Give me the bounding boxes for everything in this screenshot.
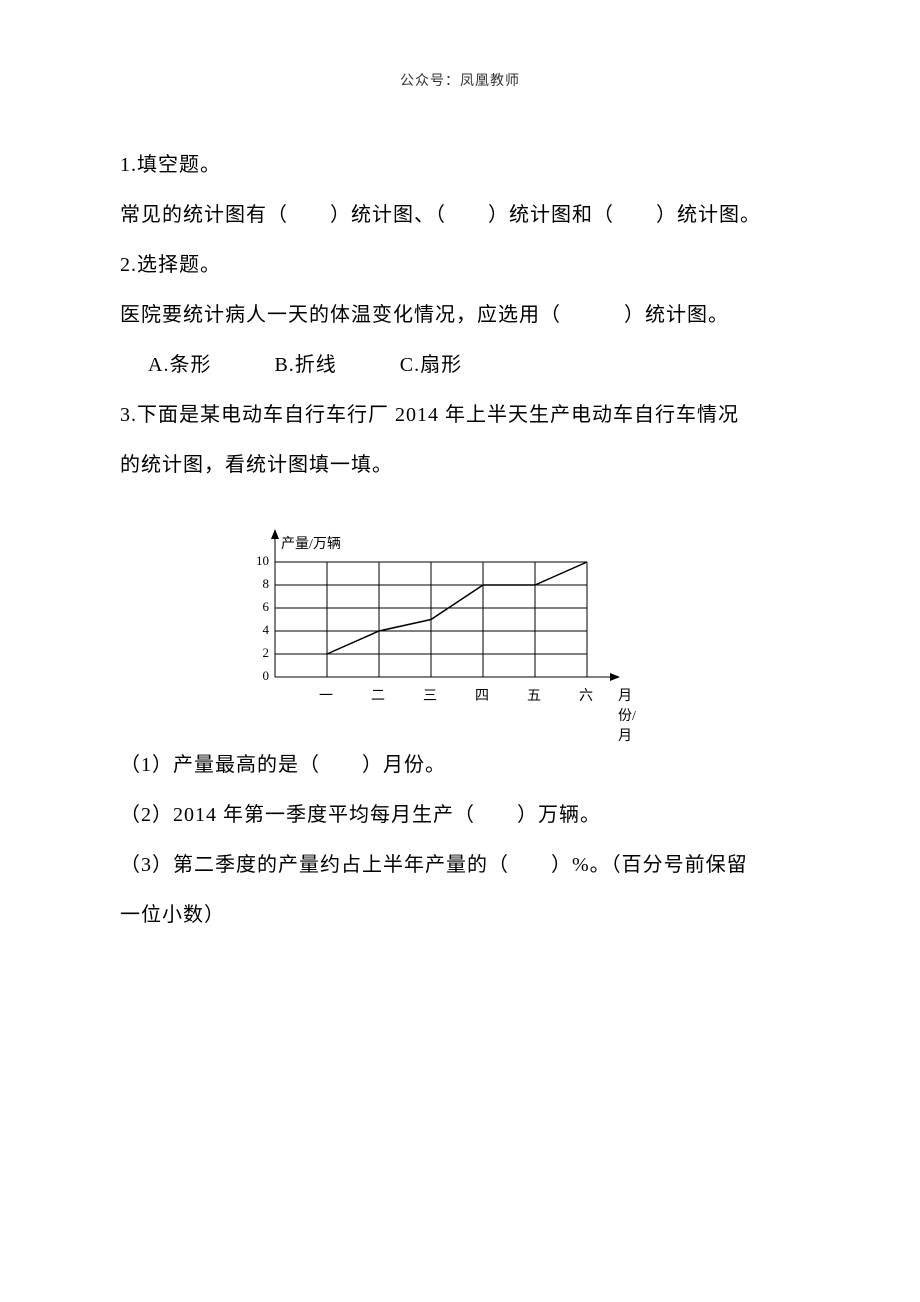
q1-blank-2[interactable] — [446, 204, 488, 226]
q3-sub3-line1: （3）第二季度的产量约占上半年产量的（ ）%。（百分号前保留 — [120, 840, 840, 890]
y-tick-label: 8 — [247, 576, 269, 592]
q2-options: A.条形 B.折线 C.扇形 — [120, 340, 840, 390]
q1-text: 常见的统计图有（ ）统计图、（ ）统计图和（ ）统计图。 — [120, 190, 840, 240]
q3-title-line1: 3.下面是某电动车自行车行厂 2014 年上半天生产电动车自行车情况 — [120, 390, 840, 440]
q2-option-c[interactable]: C.扇形 — [400, 354, 462, 376]
x-tick-label: 四 — [475, 685, 489, 705]
q1-text-p0: 常见的统计图有（ — [120, 204, 288, 226]
chart-box: 0246810产量/万辆一二三四五六月份/月 — [230, 502, 630, 722]
q1-blank-3[interactable] — [614, 204, 656, 226]
q1-text-p2: ）统计图和（ — [488, 204, 614, 226]
q1-text-p3: ）统计图。 — [656, 204, 761, 226]
q2-text: 医院要统计病人一天的体温变化情况，应选用（ ）统计图。 — [120, 290, 840, 340]
y-axis-label: 产量/万辆 — [281, 533, 341, 553]
q2-option-b[interactable]: B.折线 — [274, 354, 336, 376]
q1-blank-1[interactable] — [288, 204, 330, 226]
q3-sub1: （1）产量最高的是（ ）月份。 — [120, 740, 840, 790]
x-tick-label: 一 — [319, 685, 333, 705]
page-header: 公众号：凤凰教师 — [0, 0, 920, 140]
y-tick-label: 0 — [247, 668, 269, 684]
q3-sub1-p0: （1）产量最高的是（ — [120, 754, 320, 776]
q2-text-p1: ）统计图。 — [624, 304, 729, 326]
q2-title: 2.选择题。 — [120, 240, 840, 290]
q3-sub3-p1: ）%。（百分号前保留 — [551, 854, 748, 876]
x-axis-label: 月份/月 — [618, 685, 636, 745]
x-tick-label: 二 — [371, 685, 385, 705]
x-tick-label: 五 — [527, 685, 541, 705]
q3-sub2: （2）2014 年第一季度平均每月生产（ ）万辆。 — [120, 790, 840, 840]
q2-option-a[interactable]: A.条形 — [148, 354, 211, 376]
q3-title-line2: 的统计图，看统计图填一填。 — [120, 440, 840, 490]
q3-sub2-blank[interactable] — [475, 804, 517, 826]
q3-sub3-p0: （3）第二季度的产量约占上半年产量的（ — [120, 854, 509, 876]
q3-sub1-p1: ）月份。 — [362, 754, 446, 776]
q2-blank[interactable] — [561, 304, 624, 326]
q3-sub2-p1: ）万辆。 — [517, 804, 601, 826]
q3-sub3-line2: 一位小数） — [120, 890, 840, 940]
y-tick-label: 4 — [247, 622, 269, 638]
q3-sub1-blank[interactable] — [320, 754, 362, 776]
x-tick-label: 六 — [579, 685, 593, 705]
q3-sub3-blank[interactable] — [509, 854, 551, 876]
q1-text-p1: ）统计图、（ — [330, 204, 446, 226]
y-tick-label: 2 — [247, 645, 269, 661]
content-area: 1.填空题。 常见的统计图有（ ）统计图、（ ）统计图和（ ）统计图。 2.选择… — [0, 140, 920, 940]
x-tick-label: 三 — [423, 685, 437, 705]
q3-sub2-p0: （2）2014 年第一季度平均每月生产（ — [120, 804, 475, 826]
y-tick-label: 6 — [247, 599, 269, 615]
y-tick-label: 10 — [247, 553, 269, 569]
q2-text-p0: 医院要统计病人一天的体温变化情况，应选用（ — [120, 304, 561, 326]
chart-container: 0246810产量/万辆一二三四五六月份/月 — [120, 502, 840, 722]
q1-title: 1.填空题。 — [120, 140, 840, 190]
